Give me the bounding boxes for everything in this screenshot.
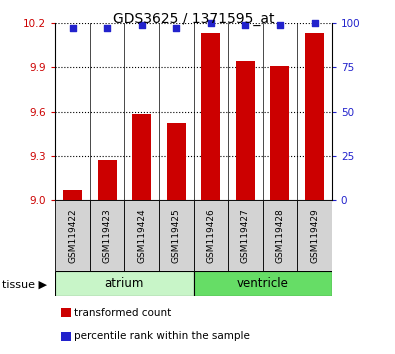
Bar <box>305 33 324 200</box>
Text: tissue ▶: tissue ▶ <box>2 279 47 289</box>
Text: GSM119423: GSM119423 <box>103 208 112 263</box>
Text: GSM119422: GSM119422 <box>68 208 77 263</box>
Text: GSM119425: GSM119425 <box>172 208 181 263</box>
Bar <box>124 200 159 271</box>
Bar <box>167 123 186 200</box>
Bar <box>159 200 194 271</box>
Bar <box>90 200 124 271</box>
Bar <box>236 61 255 200</box>
Bar <box>228 200 263 271</box>
Bar <box>63 190 82 200</box>
Text: transformed count: transformed count <box>74 308 171 318</box>
Text: GSM119427: GSM119427 <box>241 208 250 263</box>
Point <box>208 20 214 26</box>
Text: GSM119424: GSM119424 <box>137 208 146 263</box>
Bar <box>55 271 194 296</box>
Point <box>70 25 76 31</box>
Text: atrium: atrium <box>105 277 144 290</box>
Point <box>277 22 283 28</box>
Point <box>173 25 179 31</box>
Bar <box>55 200 90 271</box>
Bar <box>194 200 228 271</box>
Point <box>104 25 110 31</box>
Bar <box>132 114 151 200</box>
Text: GSM119426: GSM119426 <box>206 208 215 263</box>
Text: GDS3625 / 1371595_at: GDS3625 / 1371595_at <box>113 12 274 27</box>
Bar <box>98 160 117 200</box>
Point <box>311 20 318 26</box>
Point <box>242 22 248 28</box>
Bar <box>201 33 220 200</box>
Text: GSM119429: GSM119429 <box>310 208 319 263</box>
Text: ventricle: ventricle <box>237 277 289 290</box>
Bar <box>263 200 297 271</box>
Text: GSM119428: GSM119428 <box>275 208 284 263</box>
Text: percentile rank within the sample: percentile rank within the sample <box>74 331 250 341</box>
Bar <box>271 66 290 200</box>
Bar <box>194 271 332 296</box>
Bar <box>297 200 332 271</box>
Point <box>139 22 145 28</box>
